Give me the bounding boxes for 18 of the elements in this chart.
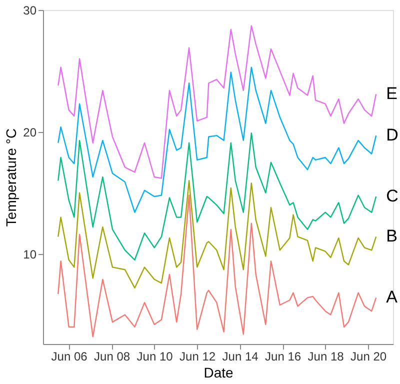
y-tick-label: 20 [23, 125, 37, 140]
x-axis-title: Date [204, 364, 234, 380]
series-label: E [386, 84, 398, 104]
x-tick-label: Jun 16 [265, 350, 302, 364]
x-tick-label: Jun 18 [308, 350, 344, 364]
series-label: D [386, 126, 398, 145]
x-tick-label: Jun 12 [180, 350, 216, 364]
series-label: A [386, 288, 398, 307]
series-label: C [386, 186, 398, 206]
x-tick-label: Jun 10 [136, 350, 174, 364]
x-tick-label: Jun 06 [51, 350, 88, 364]
y-tick-label: 10 [23, 247, 37, 262]
y-tick-label: 30 [23, 4, 37, 18]
x-tick-label: Jun 08 [94, 350, 130, 364]
x-tick-label: Jun 20 [350, 350, 387, 364]
x-tick-label: Jun 14 [222, 350, 259, 364]
y-axis-title: Temperature °C [3, 128, 20, 227]
series-label: B [386, 226, 398, 246]
